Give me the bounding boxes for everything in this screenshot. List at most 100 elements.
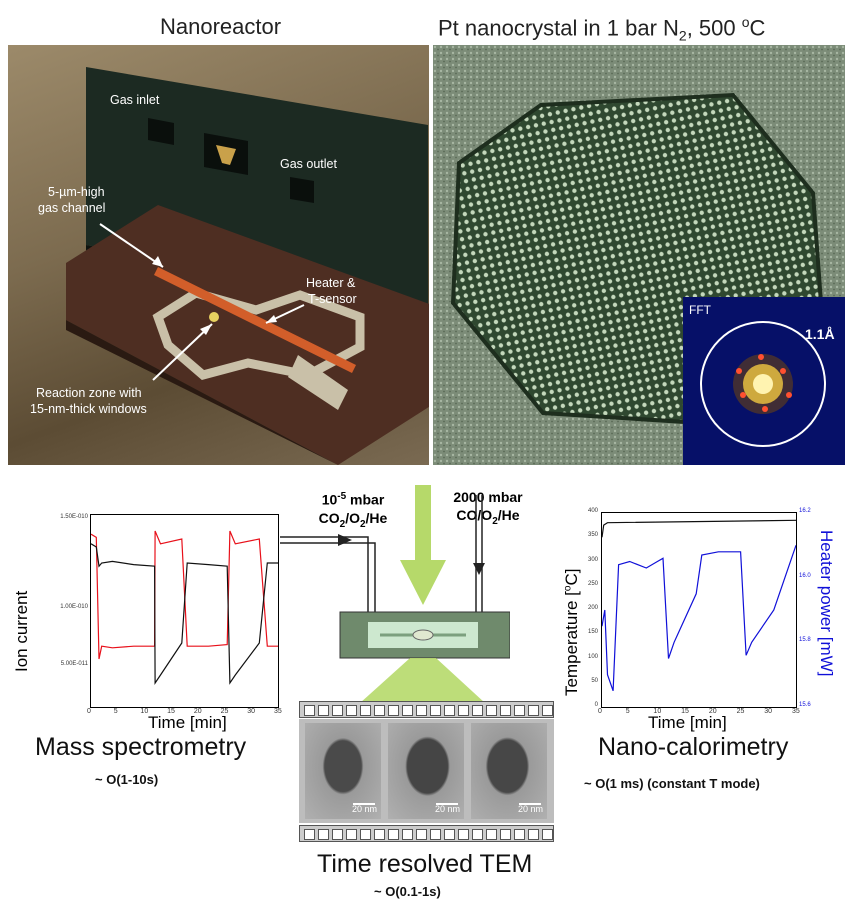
mass-spec-xticks: 0 5 10 15 20 25 30 35 — [87, 708, 282, 718]
nanoreactor-title: Nanoreactor — [160, 14, 282, 39]
ms-xtick: 35 — [274, 708, 282, 715]
ms-xtick: 30 — [247, 708, 256, 715]
film-perforation — [528, 829, 539, 840]
title-tail: , 500 — [686, 15, 742, 41]
inlet-pressure: 2000 mbar — [453, 489, 523, 505]
cal-ylabel-left-wrap: Temperature [oC] — [560, 520, 584, 710]
film-perforation — [318, 829, 329, 840]
tem-filmstrip: 20 nm 20 nm 20 nm — [299, 701, 554, 843]
ms-series-line-0 — [90, 530, 278, 660]
cal-xtick: 25 — [736, 708, 745, 715]
inlet-gas-label: 2000 mbar CO/O2/He — [438, 488, 538, 531]
film-perforation — [402, 829, 413, 840]
ms-ytick: 5.00E-011 — [60, 661, 88, 667]
ms-xtick: 20 — [193, 708, 202, 715]
fft-ring — [700, 321, 826, 447]
cal-yticks-left: 0 50 100 150 200 250 300 350 400 — [582, 508, 600, 708]
reaction-zone-label-2: 15-nm-thick windows — [30, 402, 147, 416]
mass-spec-ylabel-wrap: Ion current — [10, 560, 34, 680]
title-main: Pt nanocrystal in 1 bar N — [438, 15, 679, 41]
cal-ytick-right: 16.0 — [799, 572, 811, 579]
ms-xtick: 15 — [167, 708, 175, 715]
heater-label-2: T-sensor — [308, 292, 357, 306]
gas-channel — [154, 267, 356, 373]
film-perforation — [444, 705, 455, 716]
film-perforation — [416, 705, 427, 716]
film-perforation — [486, 829, 497, 840]
film-perforation — [514, 705, 525, 716]
film-perforation — [360, 829, 371, 840]
film-perforation — [402, 705, 413, 716]
cal-ytick-left: 400 — [587, 508, 598, 514]
gas-channel-label-2: gas channel — [38, 201, 106, 215]
reaction-zone-label-1: Reaction zone with — [36, 386, 142, 400]
reactor-schematic — [280, 485, 510, 703]
zone-arrow — [152, 323, 213, 381]
film-perforation — [458, 829, 469, 840]
calorimetry-resolution: ~ O(1 ms) (constant T mode) — [584, 776, 760, 791]
ms-xtick: 0 — [87, 708, 91, 715]
cal-ytick-left: 0 — [594, 702, 598, 708]
film-perforation — [514, 829, 525, 840]
cal-ylabel-right-wrap: Heater power [mW] — [814, 520, 838, 710]
cal-series-line-0 — [601, 519, 797, 538]
film-perforation — [388, 705, 399, 716]
cal-ytick-left: 50 — [591, 677, 598, 684]
film-perforation — [360, 705, 371, 716]
tem-frame-1: 20 nm — [305, 723, 381, 819]
film-perforation — [346, 829, 357, 840]
scale-bar — [436, 803, 458, 805]
ms-ytick: 1.00E-010 — [60, 604, 88, 610]
film-perforation-bottom — [299, 825, 554, 842]
mass-spec-plot — [90, 514, 279, 708]
outlet-pressure: 10-5 mbar — [321, 491, 385, 508]
film-perforation — [472, 829, 483, 840]
outlet-tube — [280, 536, 369, 615]
gas-outlet-hole — [290, 177, 314, 203]
title-deg: o — [741, 14, 750, 30]
cal-ytick-right: 15.6 — [799, 702, 811, 708]
ms-ytick: 1.50E-010 — [60, 514, 88, 520]
tem-frame-2: 20 nm — [388, 723, 464, 819]
film-perforation — [374, 829, 385, 840]
film-perforation — [486, 705, 497, 716]
ms-xtick: 5 — [113, 708, 118, 715]
film-perforation — [388, 829, 399, 840]
scale-label: 20 nm — [434, 804, 460, 814]
cal-xtick: 30 — [764, 708, 773, 715]
fft-ring-label: 1.1Å — [805, 326, 835, 342]
film-frames: 20 nm 20 nm 20 nm — [299, 719, 554, 823]
cal-ytick-left: 300 — [587, 556, 598, 563]
cal-ytick-right: 15.8 — [799, 637, 811, 644]
outlet-species: CO2/O2/He — [318, 509, 388, 530]
film-perforation-top — [299, 701, 554, 718]
mass-spec-caption: Mass spectrometry — [35, 733, 247, 761]
tem-frame-3: 20 nm — [471, 723, 547, 819]
gas-inlet-hole — [148, 118, 174, 145]
gas-outlet-label: Gas outlet — [280, 157, 337, 171]
cal-series-line-1 — [601, 545, 797, 691]
gas-channel-label-1: 5-µm-high — [48, 185, 105, 199]
reaction-zone — [209, 312, 219, 322]
beam-arrow — [415, 485, 431, 560]
cal-ytick-left: 150 — [587, 629, 598, 636]
inlet-species: CO/O2/He — [456, 507, 520, 527]
film-perforation — [332, 829, 343, 840]
cal-xlabel: Time [min] — [648, 713, 727, 732]
film-perforation — [304, 829, 315, 840]
calorimetry-caption: Nano-calorimetry — [598, 733, 789, 761]
fft-pattern — [700, 321, 826, 447]
scale-label: 20 nm — [351, 804, 377, 814]
film-perforation — [472, 705, 483, 716]
mass-spec-resolution: ~ O(1-10s) — [95, 772, 159, 787]
heater-electrodes — [152, 288, 365, 380]
film-perforation — [374, 705, 385, 716]
cal-xtick: 0 — [598, 708, 602, 715]
tem-resolution: ~ O(0.1-1s) — [374, 884, 441, 899]
cal-ylabel-right: Heater power [mW] — [817, 530, 836, 677]
film-perforation — [444, 829, 455, 840]
nanoreactor-illustration — [66, 67, 429, 465]
film-perforation — [430, 829, 441, 840]
cal-ytick-left: 200 — [587, 605, 598, 611]
calorimetry-plot — [601, 512, 797, 708]
